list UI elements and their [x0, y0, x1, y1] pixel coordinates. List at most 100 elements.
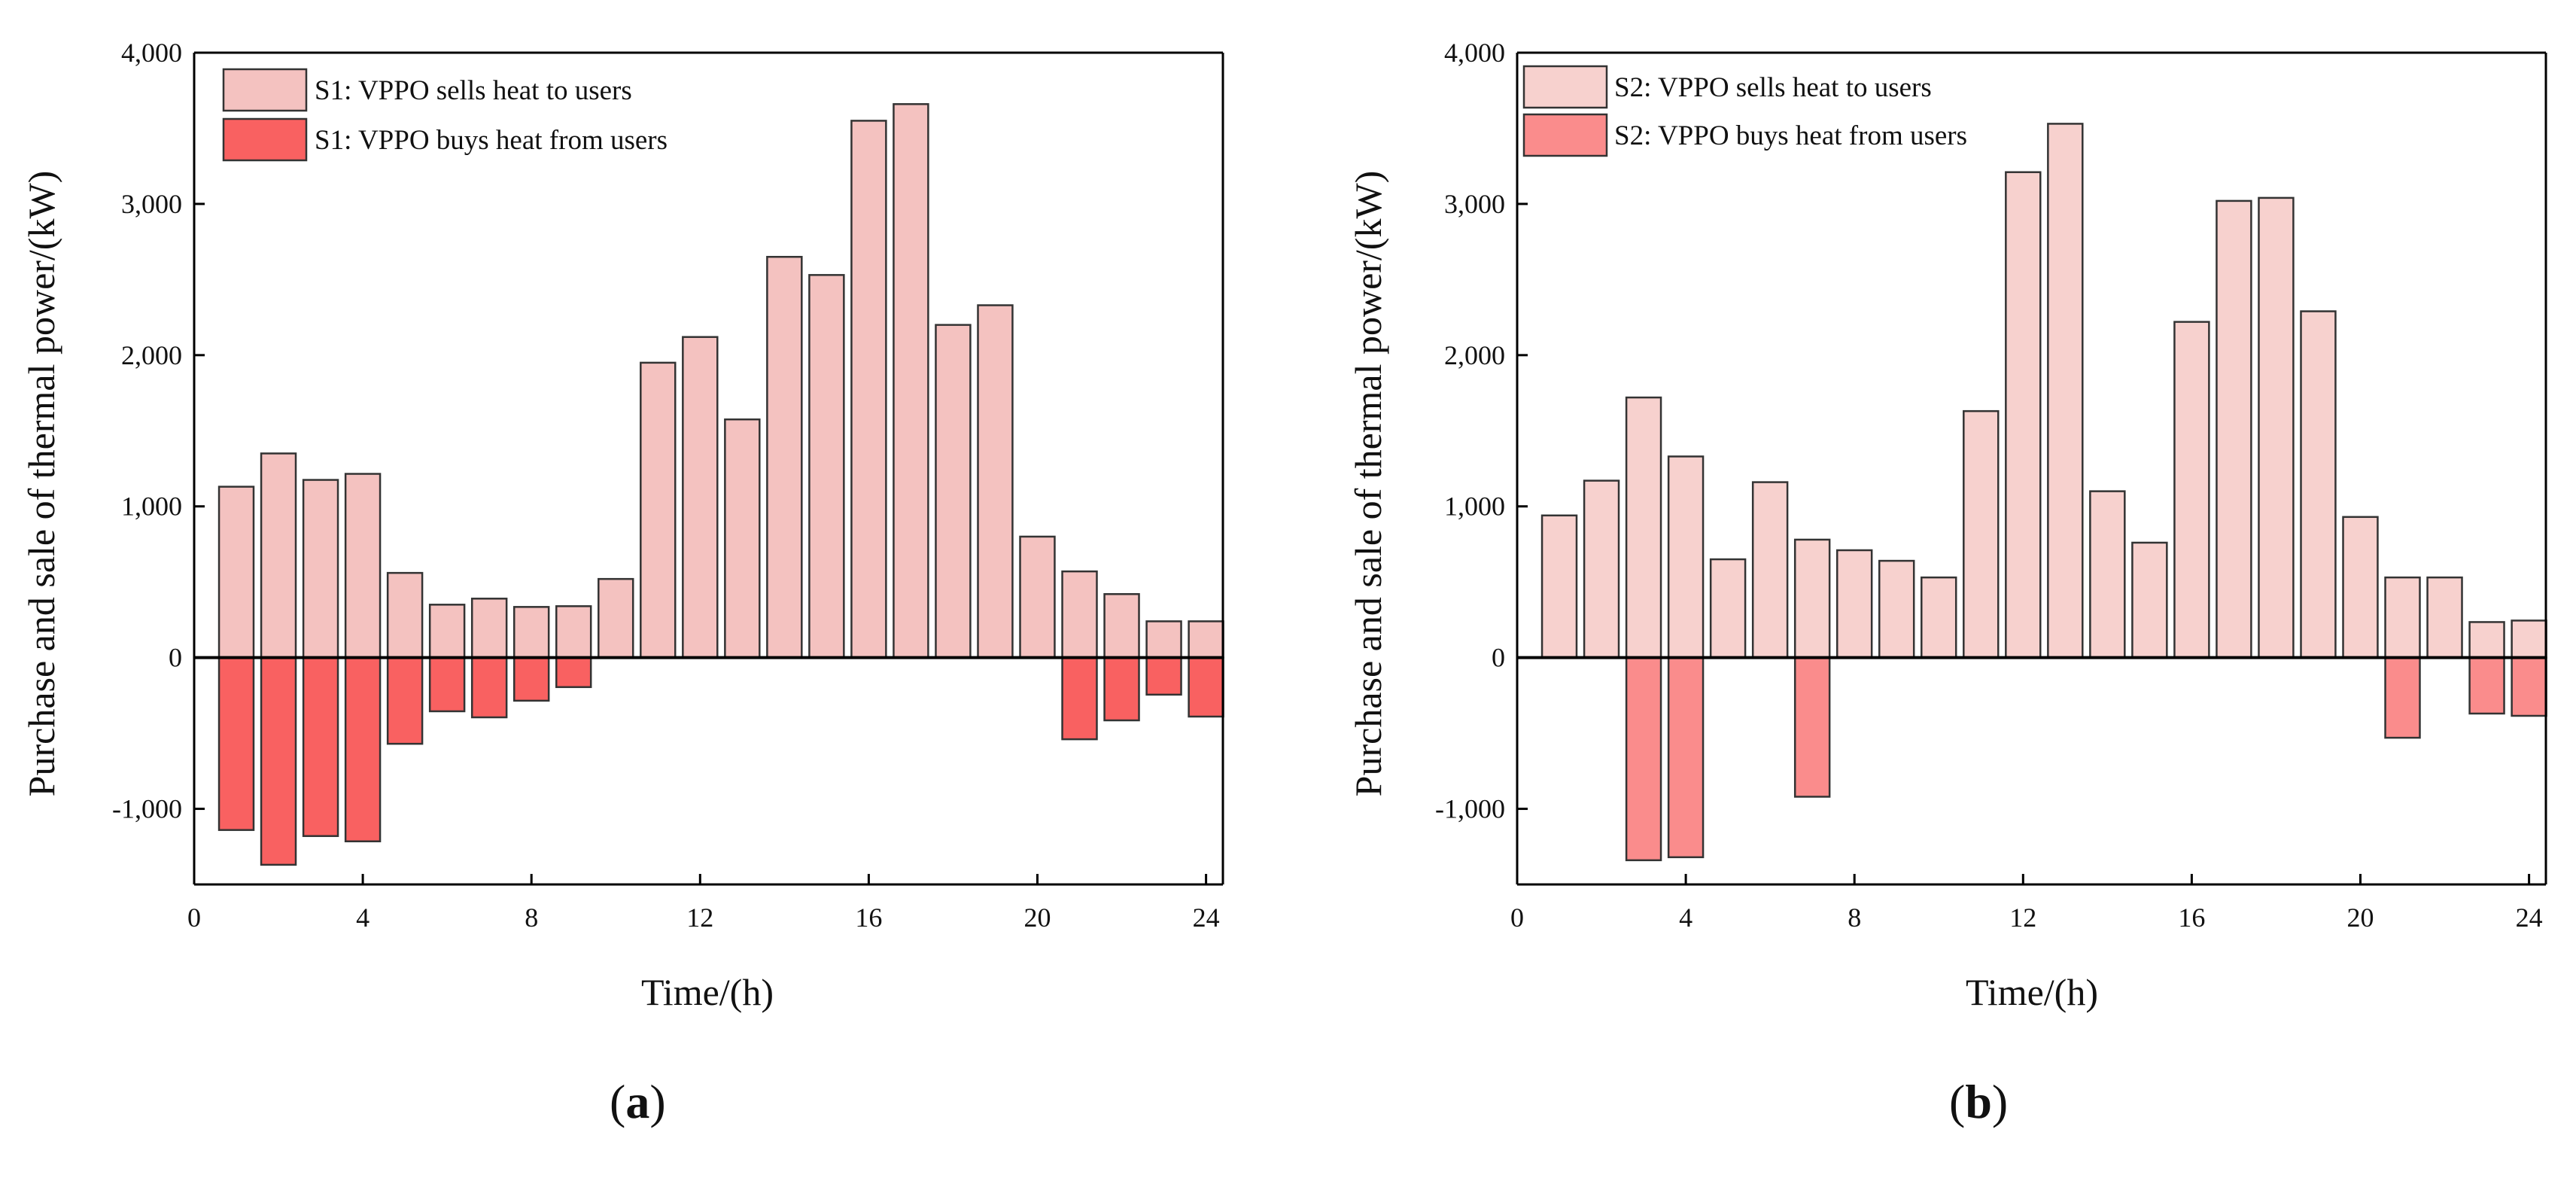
x-tick-label: 0 [187, 903, 201, 933]
bar [2216, 199, 2252, 659]
y-tick-label: -1,000 [112, 794, 182, 824]
bar [2300, 310, 2337, 659]
bar [512, 606, 550, 659]
bar [1835, 549, 1873, 659]
bar [344, 656, 382, 842]
bar [2342, 516, 2379, 659]
x-tick-label: 4 [1679, 903, 1692, 933]
bar [2131, 541, 2168, 659]
bar [1625, 396, 1662, 659]
panel-label-open: ( [1949, 1075, 1965, 1128]
bar [766, 255, 803, 659]
bar [1145, 620, 1182, 659]
y-tick-label: -1,000 [1435, 794, 1505, 824]
bar [2005, 171, 2042, 659]
x-tick-label: 24 [2516, 903, 2543, 933]
bar [1103, 656, 1140, 722]
bar [2173, 321, 2210, 659]
bar [2511, 619, 2547, 659]
y-axis-title: Purchase and sale of thermal power/(kW) [1347, 171, 1389, 797]
chart-panel-a: -1,000 0 1,000 2,000 3,000 4,000 0 4 8 12 16 20 24 Ti… [20, 38, 1224, 1128]
x-tick-label: 4 [356, 903, 370, 933]
bar [1667, 455, 1705, 659]
bar [260, 452, 297, 659]
legend-swatch [222, 117, 308, 162]
bar [1751, 481, 1789, 659]
bar [724, 418, 761, 659]
panel-label-close: ) [649, 1075, 665, 1128]
x-axis-title: Time/(h) [1966, 971, 2098, 1013]
bar [1625, 656, 1662, 862]
bar [1793, 656, 1831, 798]
bar [1540, 514, 1578, 659]
bar [1188, 656, 1224, 718]
panel-label-close: ) [1992, 1075, 2008, 1128]
legend-swatch [1522, 65, 1608, 109]
bar [1145, 656, 1182, 696]
bar [386, 571, 424, 659]
y-tick-label: 1,000 [1444, 492, 1505, 522]
panel-label-letter: a [625, 1075, 649, 1128]
bar [1667, 656, 1705, 859]
bar [2384, 576, 2421, 659]
y-tick-label: 4,000 [121, 38, 182, 68]
bar [555, 656, 592, 689]
x-axis-title: Time/(h) [641, 971, 774, 1013]
bar [1103, 593, 1140, 659]
x-tick-label: 12 [2009, 903, 2036, 933]
bar [640, 361, 677, 659]
bar [217, 486, 255, 659]
bar [1019, 535, 1056, 659]
x-tick-label: 8 [525, 903, 538, 933]
bar [2089, 490, 2126, 659]
legend-label: S1: VPPO buys heat from users [315, 125, 668, 156]
bar [2468, 621, 2505, 659]
legend-swatch [1522, 113, 1608, 157]
y-tick-label: 4,000 [1444, 38, 1505, 68]
bar [2384, 656, 2421, 739]
bar [470, 598, 508, 659]
bar [1963, 409, 2000, 659]
panel-label: (b) [1949, 1075, 2008, 1128]
bar [302, 656, 339, 837]
bar [217, 656, 255, 831]
bar [1709, 558, 1747, 659]
y-tick-label: 2,000 [121, 340, 182, 370]
bar [302, 479, 339, 659]
y-tick-label: 3,000 [121, 189, 182, 219]
bar [850, 120, 887, 659]
bar [1061, 656, 1098, 741]
x-tick-label: 0 [1510, 903, 1524, 933]
bar [2511, 656, 2547, 717]
panel-label: (a) [610, 1075, 666, 1128]
legend-swatch [222, 68, 308, 112]
y-tick-label: 3,000 [1444, 189, 1505, 219]
bar [260, 656, 297, 866]
legend-label: S2: VPPO buys heat from users [1614, 120, 1967, 151]
bar [2468, 656, 2505, 715]
x-tick-label: 24 [1193, 903, 1220, 933]
bar [598, 577, 634, 659]
bar [808, 274, 845, 659]
bar [935, 324, 972, 659]
bar [512, 656, 550, 702]
bar [386, 656, 424, 745]
bar [428, 656, 466, 713]
bar [1061, 570, 1098, 659]
bar [1583, 479, 1620, 659]
bar [470, 656, 508, 719]
y-tick-label: 2,000 [1444, 340, 1505, 370]
bar [555, 605, 592, 659]
x-tick-label: 16 [2178, 903, 2205, 933]
bar [1878, 559, 1915, 659]
bar [2258, 196, 2295, 659]
bar [893, 103, 929, 659]
bar [2047, 123, 2084, 659]
x-tick-label: 8 [1848, 903, 1861, 933]
bar [977, 304, 1014, 659]
x-tick-label: 20 [1023, 903, 1051, 933]
chart-panel-b: -1,000 0 1,000 2,000 3,000 4,000 0 4 8 12 16 20 24 Ti… [1347, 38, 2547, 1128]
bar [1793, 538, 1831, 659]
